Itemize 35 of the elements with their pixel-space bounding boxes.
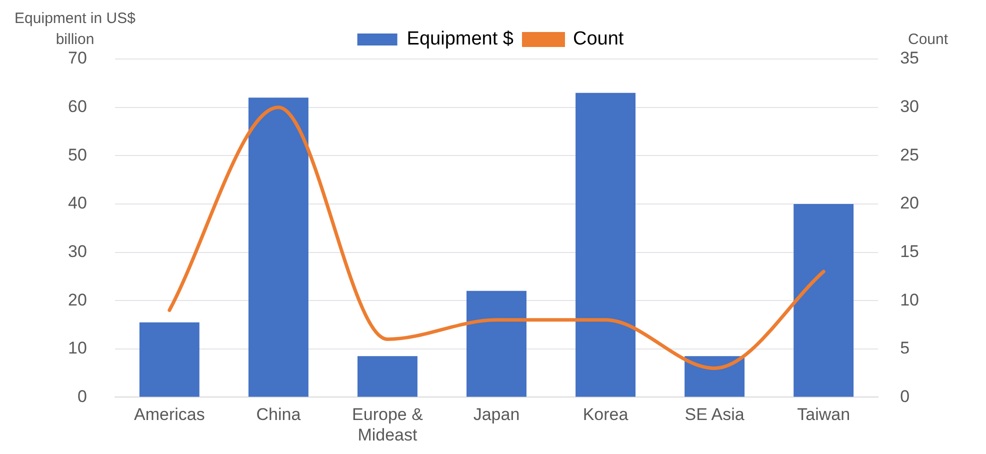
y-axis-title: Equipment in US$ billion (14, 10, 136, 48)
bar (684, 356, 745, 397)
x-tick-label: Korea (582, 405, 629, 424)
x-tick-label: Taiwan (797, 405, 850, 424)
y2-tick-label: 10 (900, 290, 920, 310)
x-tick-label: Americas (134, 405, 205, 424)
x-tick-label: China (256, 405, 302, 424)
y2-tick-label: 5 (900, 338, 910, 358)
y2-tick-label: 20 (900, 194, 920, 213)
y-tick-label: 10 (68, 338, 87, 358)
y-tick-label: 0 (77, 386, 87, 406)
bar (139, 322, 200, 397)
y2-tick-label: 35 (900, 48, 920, 68)
y-tick-label: 50 (68, 145, 87, 164)
y2-axis-title: Count (908, 31, 949, 48)
legend-label: Count (572, 28, 624, 50)
legend-label: Equipment $ (406, 28, 514, 50)
y2-tick-label: 30 (900, 97, 920, 116)
y-tick-label: 60 (68, 97, 87, 116)
bar (466, 290, 526, 397)
x-tick-label: Europe & Mideast (352, 405, 424, 444)
y2-tick-label: 0 (900, 386, 910, 406)
bar (357, 356, 418, 397)
bar (794, 204, 854, 397)
bar (576, 92, 636, 397)
x-tick-label: SE Asia (684, 405, 745, 424)
x-tick-label: Japan (473, 405, 520, 424)
y2-tick-label: 25 (900, 145, 920, 164)
y-tick-label: 40 (68, 194, 87, 213)
bar (248, 98, 308, 397)
y-tick-label: 20 (68, 290, 87, 310)
y2-tick-label: 15 (900, 242, 920, 261)
y-tick-label: 30 (68, 242, 87, 261)
line-series (168, 106, 826, 370)
y-tick-label: 70 (68, 48, 87, 68)
